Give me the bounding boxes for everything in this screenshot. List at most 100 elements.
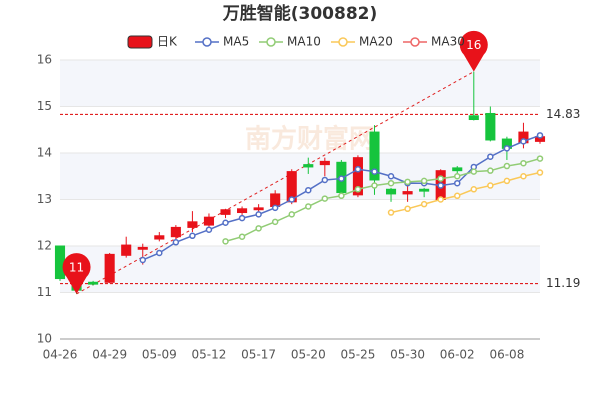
extreme-pin <box>62 253 91 294</box>
ref-line-label: 11.19 <box>546 276 580 290</box>
candle-body <box>187 221 198 228</box>
ma-point <box>520 173 527 180</box>
ma-point <box>520 138 527 145</box>
y-tick-label: 10 <box>37 332 52 346</box>
legend-icon <box>266 37 276 47</box>
x-tick-label: 04-26 <box>43 348 78 362</box>
ma-point <box>238 233 246 240</box>
candle-body <box>137 246 148 250</box>
candle-body <box>402 191 413 195</box>
candle-body <box>170 226 181 238</box>
ma-point <box>321 176 329 184</box>
ma-point <box>222 219 229 226</box>
candle-body <box>220 209 231 215</box>
y-tick-label: 11 <box>37 285 52 299</box>
grid-band <box>60 60 540 107</box>
candle-body <box>203 216 215 226</box>
legend-icon <box>127 35 153 49</box>
candle-body <box>319 160 330 166</box>
ma-point <box>503 162 511 170</box>
ma-point <box>470 186 478 193</box>
ma-point <box>470 168 478 175</box>
ma-point <box>387 209 395 216</box>
trend-line <box>76 71 475 295</box>
candle-body <box>54 245 66 280</box>
ma-point <box>338 175 345 182</box>
y-tick-label: 15 <box>37 99 52 113</box>
ma-point <box>371 182 378 189</box>
ma-point <box>437 196 444 203</box>
ma-point <box>156 249 163 257</box>
x-tick-label: 05-12 <box>192 348 227 362</box>
ma-point <box>238 214 246 222</box>
ma-point <box>338 192 345 200</box>
candle-body <box>121 244 132 256</box>
legend-label: MA10 <box>287 35 321 49</box>
x-tick-label: 05-30 <box>390 348 425 362</box>
x-tick-label: 05-20 <box>291 348 326 362</box>
ma-point <box>271 218 279 226</box>
legend-label: 日K <box>157 35 178 49</box>
candle-body <box>237 208 248 214</box>
ma-point <box>305 186 312 194</box>
grid-band <box>60 153 540 200</box>
ma-point <box>321 195 329 202</box>
candle-body <box>104 253 115 283</box>
ma-point <box>354 166 362 173</box>
ma-point <box>139 256 147 264</box>
candle-body <box>468 115 479 121</box>
ma-point <box>437 182 444 189</box>
extreme-label: 16 <box>466 38 481 52</box>
ma-point <box>387 179 395 187</box>
legend-label: MA30 <box>431 35 465 49</box>
ma-line <box>390 171 541 214</box>
legend-label: MA5 <box>223 35 249 49</box>
ma-point <box>354 186 362 193</box>
candle-body <box>270 193 281 207</box>
ma-point <box>305 203 312 210</box>
ma-point <box>487 153 494 160</box>
x-tick-label: 05-25 <box>340 348 375 362</box>
legend-label: MA20 <box>359 35 393 49</box>
y-tick-label: 12 <box>37 239 52 253</box>
x-tick-label: 04-29 <box>92 348 127 362</box>
ref-line-label: 14.83 <box>546 107 580 121</box>
candle-body <box>452 167 463 172</box>
ma-point <box>536 132 544 139</box>
x-tick-label: 06-02 <box>440 348 475 362</box>
ma-point <box>255 225 262 232</box>
candle-body <box>419 188 430 192</box>
ma-point <box>487 167 494 174</box>
ma-point <box>205 226 213 233</box>
ma-point <box>420 200 428 208</box>
candle-body <box>352 157 363 196</box>
y-tick-label: 16 <box>37 53 52 67</box>
ma-point <box>222 238 229 245</box>
legend-icon <box>338 37 348 47</box>
ma-point <box>487 182 494 189</box>
ma-point <box>503 177 511 185</box>
ma-point <box>387 173 395 180</box>
ma-point <box>503 145 511 152</box>
ma-point <box>453 179 461 187</box>
candle-body <box>485 112 496 141</box>
ma-point <box>255 211 262 218</box>
extreme-label: 11 <box>69 260 84 274</box>
candle-body <box>154 235 165 240</box>
ma-point <box>520 159 527 167</box>
ma-point <box>453 192 461 200</box>
ma-point <box>172 239 180 246</box>
ma-point <box>189 232 196 240</box>
candle-body <box>385 188 397 195</box>
ma-point <box>536 169 544 176</box>
candle-body <box>303 164 314 168</box>
x-tick-label: 05-17 <box>241 348 276 362</box>
ma-point <box>437 175 444 182</box>
ma-point <box>288 196 295 203</box>
grid-band <box>60 246 540 293</box>
chart-title: 万胜智能(300882) <box>222 3 378 24</box>
ma-point <box>271 204 279 212</box>
candle-body <box>369 131 380 181</box>
y-tick-label: 13 <box>37 192 52 206</box>
